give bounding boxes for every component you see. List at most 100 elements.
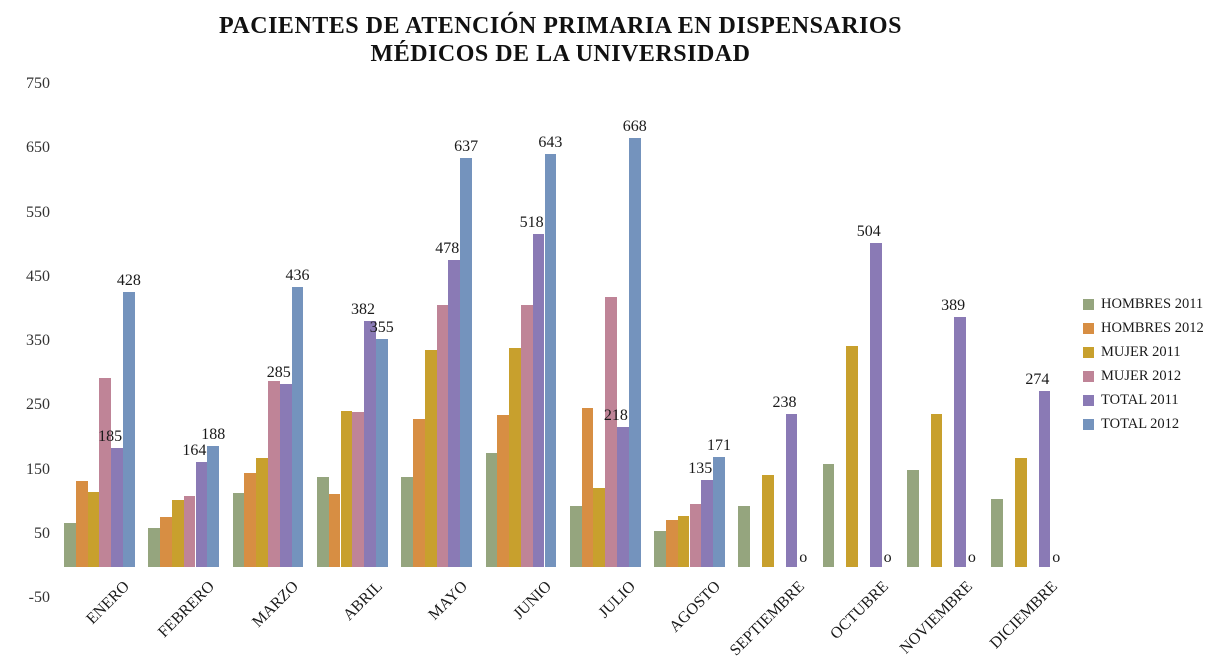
bar-value-label: 643 bbox=[538, 133, 563, 151]
bar-hombres-2011-marzo bbox=[232, 492, 245, 567]
bar-value-label: 518 bbox=[519, 214, 544, 232]
bar-total-2011-septiembre bbox=[785, 413, 798, 567]
bar-total-2011-marzo bbox=[279, 383, 292, 567]
bar-value-label: 135 bbox=[688, 460, 713, 478]
bar-mujer-2011-octubre bbox=[846, 345, 859, 567]
x-axis-label: NOVIEMBRE bbox=[897, 577, 977, 656]
bar-hombres-2011-febrero bbox=[148, 528, 161, 567]
bar-total-2011-diciembre bbox=[1038, 390, 1051, 567]
bar-value-label: o bbox=[799, 548, 808, 566]
bar-hombres-2011-agosto bbox=[654, 530, 666, 567]
y-axis-label: 250 bbox=[26, 396, 50, 414]
bar-mujer-2011-abril bbox=[340, 411, 353, 567]
bar-total-2012-marzo bbox=[291, 286, 304, 567]
bar-hombres-2012-enero bbox=[75, 480, 88, 567]
bar-value-label: 274 bbox=[1025, 370, 1050, 388]
legend-item-hombres-2011: HOMBRES 2011 bbox=[1083, 296, 1204, 313]
x-axis-label: JULIO bbox=[595, 577, 640, 622]
bar-value-label: 668 bbox=[622, 117, 647, 135]
chart-title-line-2: MÉDICOS DE LA UNIVERSIDAD bbox=[370, 41, 751, 67]
legend-label: HOMBRES 2012 bbox=[1101, 320, 1204, 336]
legend-label: MUJER 2012 bbox=[1101, 368, 1182, 384]
legend-item-mujer-2011: MUJER 2011 bbox=[1083, 344, 1204, 361]
legend-label: MUJER 2011 bbox=[1101, 344, 1181, 360]
bar-hombres-2012-febrero bbox=[160, 516, 172, 567]
bar-mujer-2011-noviembre bbox=[930, 413, 943, 567]
bar-value-label: 428 bbox=[116, 271, 141, 289]
legend-item-total-2011: TOTAL 2011 bbox=[1083, 392, 1204, 409]
bar-value-label: 188 bbox=[201, 426, 226, 444]
bar-value-label: 637 bbox=[454, 137, 479, 155]
chart-title: PACIENTES DE ATENCIÓN PRIMARIA EN DISPEN… bbox=[0, 12, 1121, 68]
bar-hombres-2011-enero bbox=[64, 523, 76, 567]
bar-mujer-2012-junio bbox=[520, 305, 533, 567]
bar-mujer-2011-mayo bbox=[424, 349, 437, 567]
bar-value-label: o bbox=[967, 548, 976, 566]
bar-value-label: o bbox=[883, 548, 892, 566]
x-axis-label: AGOSTO bbox=[665, 577, 724, 636]
bar-mujer-2011-julio bbox=[593, 487, 606, 567]
bar-hombres-2011-abril bbox=[316, 476, 329, 567]
bar-mujer-2012-marzo bbox=[268, 380, 280, 567]
plot-area: 750 650 550 450 350 250 150 50 -50 185 428 ENERO 164… bbox=[26, 75, 1061, 656]
bar-value-label: o bbox=[1052, 548, 1061, 566]
bar-value-label: 171 bbox=[707, 437, 731, 454]
chart-title-line-1: PACIENTES DE ATENCIÓN PRIMARIA EN DISPEN… bbox=[219, 13, 902, 39]
bar-hombres-2012-abril bbox=[328, 493, 341, 567]
legend-item-mujer-2012: MUJER 2012 bbox=[1083, 368, 1204, 385]
legend-swatch-icon bbox=[1083, 395, 1094, 406]
bar-hombres-2012-marzo bbox=[244, 473, 257, 567]
bar-mujer-2011-marzo bbox=[256, 457, 268, 567]
x-axis-label: MARZO bbox=[249, 577, 303, 631]
y-axis-label: 650 bbox=[26, 139, 50, 157]
y-axis-label: 50 bbox=[34, 524, 50, 542]
bar-total-2012-junio bbox=[544, 153, 557, 567]
bar-value-label: 285 bbox=[266, 363, 291, 381]
bar-hombres-2011-julio bbox=[569, 505, 582, 567]
bar-total-2011-julio bbox=[617, 426, 629, 567]
bar-value-label: 355 bbox=[369, 318, 394, 336]
bar-hombres-2012-junio bbox=[497, 415, 510, 567]
legend-swatch-icon bbox=[1083, 299, 1094, 310]
bar-total-2012-abril bbox=[375, 338, 388, 567]
legend-item-total-2012: TOTAL 2012 bbox=[1083, 416, 1204, 433]
x-axis-label: ABRIL bbox=[340, 577, 387, 624]
bar-hombres-2011-septiembre bbox=[738, 505, 751, 567]
y-axis-label: 450 bbox=[26, 267, 50, 285]
bar-hombres-2012-agosto bbox=[665, 519, 678, 567]
y-axis-label: 750 bbox=[26, 75, 50, 92]
bar-hombres-2011-mayo bbox=[401, 476, 413, 567]
bar-value-label: 478 bbox=[435, 239, 460, 257]
bar-hombres-2011-diciembre bbox=[991, 499, 1004, 567]
legend-item-hombres-2012: HOMBRES 2012 bbox=[1083, 320, 1204, 337]
bar-hombres-2011-noviembre bbox=[907, 469, 919, 567]
bar-total-2012-agosto bbox=[713, 457, 725, 567]
y-axis-label: -50 bbox=[28, 589, 50, 606]
y-axis-label: 550 bbox=[26, 203, 50, 221]
bar-mujer-2011-diciembre bbox=[1014, 458, 1027, 567]
bar-mujer-2012-julio bbox=[605, 297, 617, 567]
bar-value-label: 389 bbox=[941, 296, 966, 314]
bar-mujer-2012-mayo bbox=[436, 305, 449, 567]
bar-value-label: 164 bbox=[182, 441, 207, 459]
bar-total-2011-agosto bbox=[701, 480, 714, 567]
bar-total-2011-noviembre bbox=[954, 316, 966, 567]
legend-swatch-icon bbox=[1083, 323, 1094, 334]
bar-value-label: 436 bbox=[285, 266, 310, 284]
x-axis-label: FEBRERO bbox=[154, 577, 218, 641]
bar-total-2012-julio bbox=[628, 137, 641, 567]
bar-mujer-2011-agosto bbox=[677, 516, 690, 567]
bar-value-label: 218 bbox=[603, 406, 628, 424]
x-axis-label: ENERO bbox=[83, 577, 134, 628]
bar-hombres-2012-mayo bbox=[413, 419, 425, 567]
legend-swatch-icon bbox=[1083, 419, 1094, 430]
bar-total-2012-mayo bbox=[460, 157, 472, 567]
bar-hombres-2012-julio bbox=[581, 407, 594, 567]
legend-label: HOMBRES 2011 bbox=[1101, 296, 1204, 312]
bar-hombres-2011-octubre bbox=[822, 464, 835, 567]
x-axis-label: OCTUBRE bbox=[827, 577, 893, 643]
bar-total-2011-mayo bbox=[448, 259, 461, 567]
x-axis-label: JUNIO bbox=[510, 577, 555, 623]
bar-total-2011-abril bbox=[364, 321, 376, 567]
